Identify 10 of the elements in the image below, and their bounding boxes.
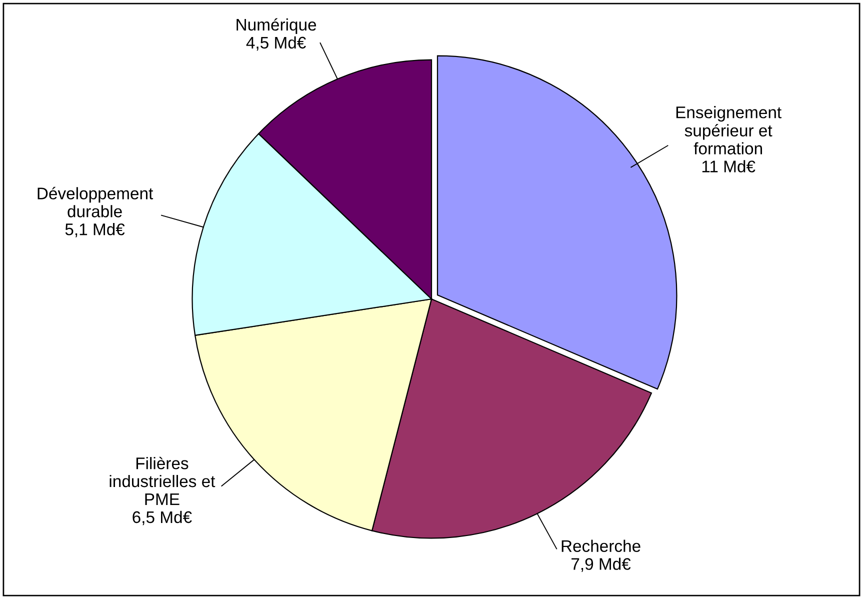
slice-label: Enseignement supérieur et formation	[676, 106, 782, 154]
data-label: 11 Md€	[702, 160, 756, 172]
data-label: 6,5 Md€	[132, 510, 192, 526]
slice-label: Recherche	[562, 540, 640, 552]
slice-label: Développement durable	[38, 186, 154, 218]
data-label: 7,9 Md€	[572, 558, 631, 572]
data-label: 5,1 Md€	[65, 223, 125, 238]
slice-label: Filières industrielles et PME	[110, 456, 216, 505]
slice-label: Numérique	[236, 18, 316, 34]
data-label: 4,5 Md€	[246, 36, 306, 51]
